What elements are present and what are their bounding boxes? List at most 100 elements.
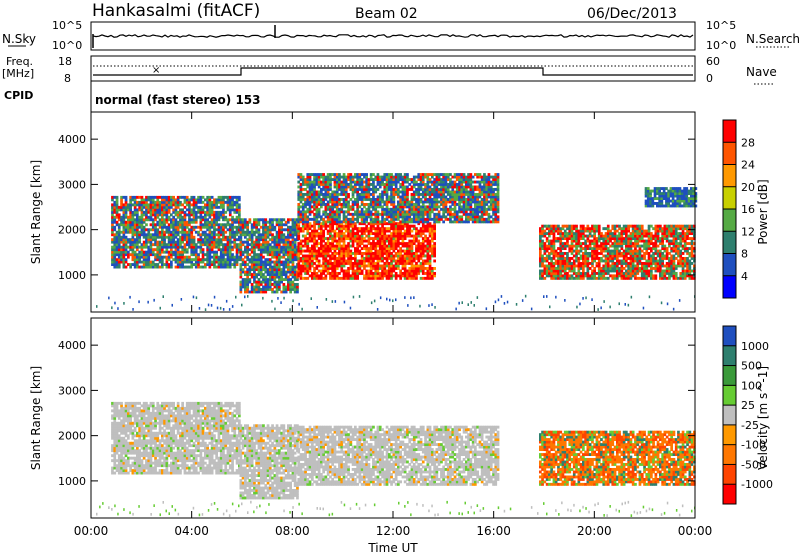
heatmap-cell: [304, 254, 307, 258]
heatmap-cell: [165, 230, 169, 234]
heatmap-cell: [297, 215, 301, 219]
heatmap-cell: [401, 217, 405, 221]
heatmap-cell: [293, 285, 297, 289]
heatmap-cell: [259, 233, 263, 237]
heatmap-cell: [415, 252, 418, 255]
heatmap-cell: [372, 212, 375, 216]
heatmap-cell: [412, 267, 416, 270]
heatmap-cell: [204, 230, 207, 234]
heatmap-cell: [204, 225, 207, 229]
heatmap-cell: [145, 218, 148, 222]
heatmap-cell: [248, 248, 252, 252]
heatmap-cell: [474, 193, 477, 196]
heatmap-cell: [408, 229, 412, 233]
heatmap-cell: [158, 250, 162, 254]
heatmap-cell: [255, 258, 258, 262]
heatmap-cell: [275, 230, 279, 234]
heatmap-cell: [233, 243, 237, 247]
heatmap-cell: [358, 180, 362, 184]
heatmap-cell: [394, 180, 398, 184]
heatmap-cell: [354, 212, 357, 216]
heatmap-cell: [365, 249, 368, 253]
heatmap-cell: [397, 244, 400, 248]
heatmap-cell: [338, 264, 341, 268]
heatmap-cell: [235, 215, 239, 219]
heatmap-cell: [541, 242, 544, 245]
heatmap-cell: [301, 215, 305, 219]
heatmap-cell: [301, 180, 305, 184]
heatmap-cell: [228, 245, 232, 249]
heatmap-cell: [131, 223, 135, 227]
heatmap-cell: [329, 276, 332, 280]
heatmap-cell: [383, 252, 387, 255]
heatmap-cell: [489, 207, 493, 211]
heatmap-cell: [399, 259, 402, 263]
heatmap-cell: [376, 272, 380, 275]
heatmap-cell: [433, 252, 436, 255]
heatmap-cell: [451, 195, 455, 199]
heatmap-cell: [426, 269, 430, 273]
heatmap-cell: [437, 178, 441, 181]
heatmap-cell: [458, 175, 461, 179]
heatmap-cell: [311, 276, 314, 280]
heatmap-cell: [363, 175, 366, 179]
heatmap-cell: [356, 207, 359, 211]
heatmap-cell: [131, 198, 135, 202]
heatmap-cell: [351, 175, 355, 179]
heatmap-cell: [363, 205, 366, 209]
heatmap-cell: [559, 227, 563, 231]
heatmap-cell: [408, 272, 412, 275]
heatmap-cell: [374, 257, 378, 260]
heatmap-cell: [255, 260, 258, 264]
heatmap-cell: [415, 212, 418, 216]
heatmap-cell: [264, 263, 268, 266]
heatmap-cell: [154, 225, 157, 229]
heatmap-cell: [465, 183, 468, 186]
heatmap-cell: [433, 242, 436, 245]
heatmap-cell: [315, 259, 319, 263]
heatmap-cell: [421, 217, 425, 221]
nsky-series-line: [92, 34, 694, 38]
heatmap-cell: [238, 195, 241, 199]
heatmap-cell: [204, 265, 207, 269]
heatmap-cell: [480, 205, 484, 209]
heatmap-cell: [275, 253, 279, 257]
heatmap-cell: [246, 285, 249, 289]
heatmap-cell: [268, 248, 272, 252]
heatmap-cell: [539, 272, 542, 275]
heatmap-cell: [289, 260, 292, 264]
heatmap-cell: [378, 259, 382, 263]
heatmap-cell: [151, 223, 155, 227]
heatmap-cell: [369, 269, 373, 273]
heatmap-cell: [210, 263, 214, 266]
heatmap-cell: [147, 195, 151, 199]
heatmap-cell: [282, 238, 286, 242]
heatmap-cell: [426, 207, 430, 211]
heatmap-cell: [315, 207, 319, 211]
heatmap-cell: [372, 190, 375, 194]
heatmap-cell: [496, 190, 500, 194]
heatmap-cell: [113, 235, 117, 239]
heatmap-cell: [376, 252, 380, 255]
heatmap-cell: [440, 200, 443, 204]
heatmap-cell: [115, 220, 119, 224]
heatmap-cell: [399, 207, 402, 211]
heatmap-cell: [133, 245, 137, 249]
heatmap-cell: [142, 213, 146, 217]
heatmap-cell: [354, 247, 357, 250]
heatmap-cell: [253, 248, 256, 252]
heatmap-cell: [340, 198, 344, 201]
heatmap-cell: [335, 232, 339, 235]
heatmap-cell: [167, 200, 171, 204]
heatmap-cell: [315, 274, 319, 278]
heatmap-cell: [273, 245, 277, 249]
heatmap-cell: [246, 220, 249, 224]
heatmap-cell: [428, 190, 432, 194]
heatmap-cell: [238, 205, 241, 209]
heatmap-cell: [183, 255, 187, 259]
heatmap-cell: [394, 274, 398, 278]
heatmap-cell: [317, 254, 321, 258]
heatmap-cell: [255, 243, 258, 247]
heatmap-cell: [428, 215, 432, 219]
heatmap-cell: [424, 259, 427, 263]
